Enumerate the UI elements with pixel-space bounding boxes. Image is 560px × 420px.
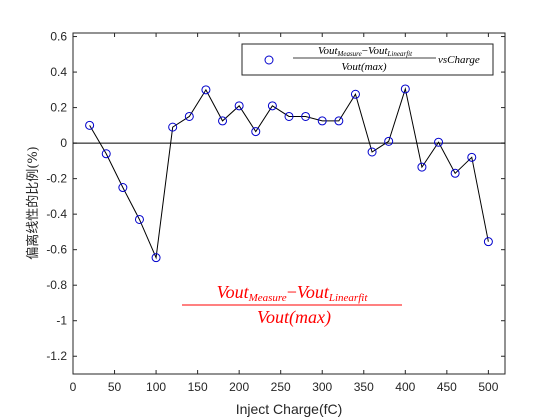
legend-box	[241, 43, 494, 76]
legend-denominator: Vout(max)	[341, 61, 387, 73]
data-point	[417, 162, 427, 172]
legend: VoutMeasure−VoutLinearfit Vout(max) vsCh…	[241, 43, 494, 76]
x-axis-label: Inject Charge(fC)	[236, 401, 343, 417]
data-point	[434, 137, 444, 147]
y-ticks: 0.6 0.4 0.2 0 -0.2 -0.4 -0.6 -0.8 -1 -1.2	[46, 30, 505, 363]
data-point	[151, 253, 161, 263]
data-point	[334, 116, 344, 126]
data-point	[384, 136, 394, 146]
data-point	[483, 237, 493, 247]
data-point	[350, 89, 360, 99]
plot-area	[72, 32, 506, 375]
data-point	[467, 152, 477, 162]
x-tick-label: 300	[312, 380, 332, 394]
y-tick-label: -1.2	[46, 349, 67, 363]
y-tick-label: -0.2	[46, 172, 67, 186]
y-tick-label: -1	[56, 314, 67, 328]
legend-numerator: VoutMeasure−VoutLinearfit	[318, 45, 413, 58]
data-point	[118, 183, 128, 193]
data-point	[450, 168, 460, 178]
series-line	[89, 86, 489, 260]
x-tick-label: 150	[188, 380, 208, 394]
y-tick-label: -0.8	[46, 278, 67, 292]
legend-marker	[264, 55, 274, 65]
legend-suffix: vsCharge	[438, 54, 480, 66]
x-tick-label: 450	[437, 380, 457, 394]
data-point	[367, 147, 377, 157]
data-point	[317, 116, 327, 126]
y-tick-label: 0.2	[50, 101, 67, 115]
annotation-numerator: VoutMeasure−VoutLinearfit	[217, 282, 369, 304]
data-point	[85, 120, 95, 130]
y-tick-label: -0.4	[46, 207, 67, 221]
data-point	[267, 101, 277, 111]
data-point	[301, 111, 311, 121]
y-tick-label: -0.6	[46, 243, 67, 257]
x-tick-label: 0	[70, 380, 77, 394]
y-tick-label: 0	[60, 136, 67, 150]
data-point	[201, 85, 211, 95]
x-ticks: 0 50 100 150 200 250 300 350 400 450 500	[70, 33, 499, 394]
x-tick-label: 500	[478, 380, 498, 394]
y-tick-label: 0.4	[50, 65, 67, 79]
x-tick-label: 50	[108, 380, 122, 394]
data-point	[218, 116, 228, 126]
data-point	[400, 84, 410, 94]
x-tick-label: 350	[354, 380, 374, 394]
x-tick-label: 200	[229, 380, 249, 394]
x-tick-label: 400	[395, 380, 415, 394]
formula-annotation: VoutMeasure−VoutLinearfit Vout(max)	[182, 282, 402, 328]
data-point	[101, 149, 111, 159]
y-tick-label: 0.6	[50, 30, 67, 44]
x-tick-label: 100	[146, 380, 166, 394]
data-points	[85, 84, 493, 263]
data-point	[284, 111, 294, 121]
annotation-denominator: Vout(max)	[257, 307, 331, 328]
data-point	[134, 214, 144, 224]
x-tick-label: 250	[271, 380, 291, 394]
data-point	[251, 127, 261, 137]
data-point	[168, 122, 178, 132]
y-axis-label: 偏离线性的比例(%)	[25, 146, 41, 260]
data-point	[234, 101, 244, 111]
data-point	[184, 111, 194, 121]
